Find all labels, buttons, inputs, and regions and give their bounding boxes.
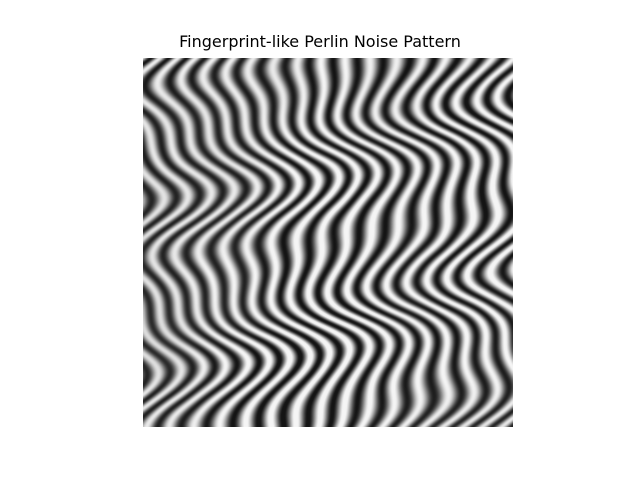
pattern-image-container [143,58,513,427]
figure-title: Fingerprint-like Perlin Noise Pattern [179,32,461,51]
fingerprint-noise-image [143,58,513,427]
